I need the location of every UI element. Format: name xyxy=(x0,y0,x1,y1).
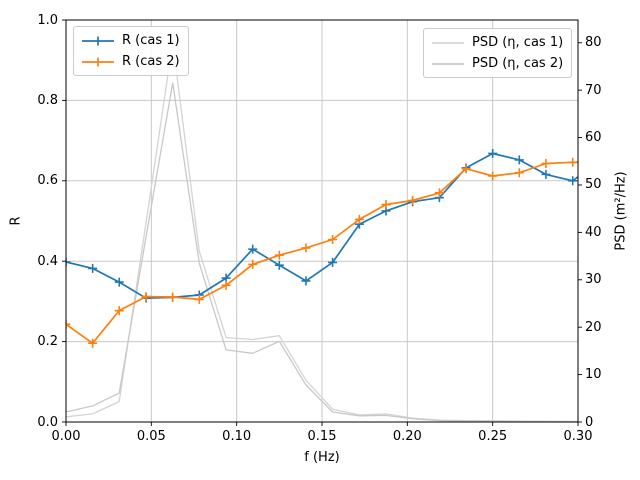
x-tick-label: 0.20 xyxy=(392,429,422,444)
y-right-tick-label: 40 xyxy=(585,224,602,240)
legend-entry: R (cas 2) xyxy=(81,51,180,72)
y-right-tick-label: 30 xyxy=(585,272,602,288)
y-left-tick-label: 0.2 xyxy=(37,334,58,350)
y-axis-label-right: PSD (m²/Hz) xyxy=(613,171,629,251)
tick-marks xyxy=(62,19,582,426)
legend-entry: R (cas 1) xyxy=(81,30,180,51)
y-right-tick-label: 20 xyxy=(585,319,602,335)
y-right-tick-label: 60 xyxy=(585,130,602,146)
x-tick-label: 0.05 xyxy=(136,429,166,444)
legend-line-sample xyxy=(432,41,464,44)
series-psd-cas-2- xyxy=(66,82,578,422)
legend-entry: PSD (η, cas 2) xyxy=(431,53,563,74)
legend-entry: PSD (η, cas 1) xyxy=(431,32,563,53)
y-right-tick-label: 0 xyxy=(585,414,594,430)
y-axis-label-left: R xyxy=(8,216,24,226)
x-axis-label: f (Hz) xyxy=(304,450,340,465)
legend-line-sample xyxy=(432,62,464,65)
x-tick-label: 0.00 xyxy=(51,429,81,444)
x-tick-label: 0.15 xyxy=(307,429,337,444)
y-right-tick-label: 70 xyxy=(585,82,602,98)
legend-label: R (cas 1) xyxy=(122,33,180,48)
legend-label: PSD (η, cas 1) xyxy=(472,35,564,50)
y-left-tick-label: 0.6 xyxy=(37,173,58,189)
x-tick-label: 0.10 xyxy=(222,429,252,444)
legend-line-sample xyxy=(82,57,114,66)
legend-r: R (cas 1) R (cas 2) xyxy=(73,26,189,76)
legend-line-sample xyxy=(82,36,114,45)
y-right-tick-label: 50 xyxy=(585,177,602,193)
y-right-tick-label: 80 xyxy=(585,35,602,51)
grid xyxy=(66,20,578,422)
x-tick-label: 0.30 xyxy=(563,429,593,444)
legend-psd: PSD (η, cas 1) PSD (η, cas 2) xyxy=(423,28,573,78)
series-psd-cas-1- xyxy=(66,42,578,422)
series-r-cas-2- xyxy=(66,157,578,348)
y-left-tick-label: 1.0 xyxy=(37,12,58,28)
x-tick-label: 0.25 xyxy=(478,429,508,444)
y-left-tick-label: 0.0 xyxy=(37,414,58,430)
legend-label: R (cas 2) xyxy=(122,54,180,69)
y-left-tick-label: 0.8 xyxy=(37,92,58,108)
y-right-tick-label: 10 xyxy=(585,367,602,383)
y-left-tick-label: 0.4 xyxy=(37,253,58,269)
legend-label: PSD (η, cas 2) xyxy=(472,56,564,71)
